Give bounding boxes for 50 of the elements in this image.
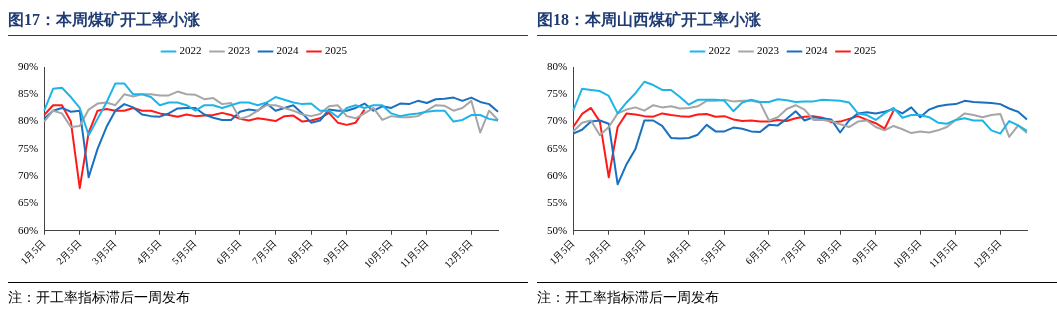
x-tick-label: 9月5日: [850, 237, 879, 267]
x-tick-label: 11月5日: [926, 237, 960, 270]
x-tick-label: 2月5日: [583, 237, 613, 267]
legend-label: 2025: [325, 44, 348, 57]
y-tick-label: 50%: [546, 223, 568, 236]
y-tick-label: 55%: [546, 196, 568, 209]
x-tick-label: 5月5日: [698, 237, 728, 267]
x-tick-label: 12月5日: [971, 237, 1004, 271]
chart-title: 图18：本周山西煤矿开工率小涨: [537, 8, 1057, 36]
x-tick-label: 7月5日: [778, 237, 808, 267]
x-tick-label: 4月5日: [134, 237, 164, 267]
x-tick-label: 11月5日: [397, 237, 431, 270]
x-tick-label: 1月5日: [547, 237, 577, 267]
y-tick-label: 75%: [17, 141, 39, 154]
legend-label: 2023: [757, 44, 780, 57]
y-tick-label: 60%: [546, 169, 568, 182]
y-tick-label: 90%: [17, 59, 39, 72]
legend-label: 2022: [179, 44, 202, 57]
x-tick-label: 3月5日: [618, 237, 648, 267]
text: 注：开工率指标滞后一周发布: [8, 289, 191, 307]
x-tick-label: 10月5日: [890, 237, 924, 271]
x-tick-label: 8月5日: [285, 237, 315, 267]
x-tick-label: 3月5日: [89, 237, 119, 267]
chart-title: 图17：本周煤矿开工率小涨: [8, 8, 528, 36]
x-tick-label: 6月5日: [214, 237, 244, 267]
x-tick-label: 12月5日: [442, 237, 475, 271]
x-tick-label: 2月5日: [54, 237, 84, 267]
y-tick-label: 85%: [17, 87, 39, 100]
y-tick-label: 80%: [546, 59, 568, 72]
legend-label: 2022: [708, 44, 731, 57]
y-tick-label: 80%: [17, 114, 39, 127]
x-tick-label: 8月5日: [814, 237, 844, 267]
x-tick-label: 9月5日: [321, 237, 350, 267]
x-tick-label: 7月5日: [249, 237, 279, 267]
y-tick-label: 70%: [17, 169, 39, 182]
x-tick-label: 10月5日: [361, 237, 395, 271]
y-tick-label: 75%: [546, 87, 568, 100]
x-tick-label: 5月5日: [169, 237, 199, 267]
y-tick-label: 65%: [546, 141, 568, 154]
text: 注：开工率指标滞后一周发布: [537, 289, 720, 307]
x-tick-label: 6月5日: [743, 237, 773, 267]
y-tick-label: 65%: [17, 196, 39, 209]
legend-label: 2024: [276, 44, 299, 57]
legend-label: 2024: [805, 44, 828, 57]
x-tick-label: 4月5日: [663, 237, 693, 267]
y-tick-label: 60%: [17, 223, 39, 236]
legend-label: 2023: [228, 44, 251, 57]
y-tick-label: 70%: [546, 114, 568, 127]
x-tick-label: 1月5日: [18, 237, 48, 267]
legend-label: 2025: [854, 44, 877, 57]
